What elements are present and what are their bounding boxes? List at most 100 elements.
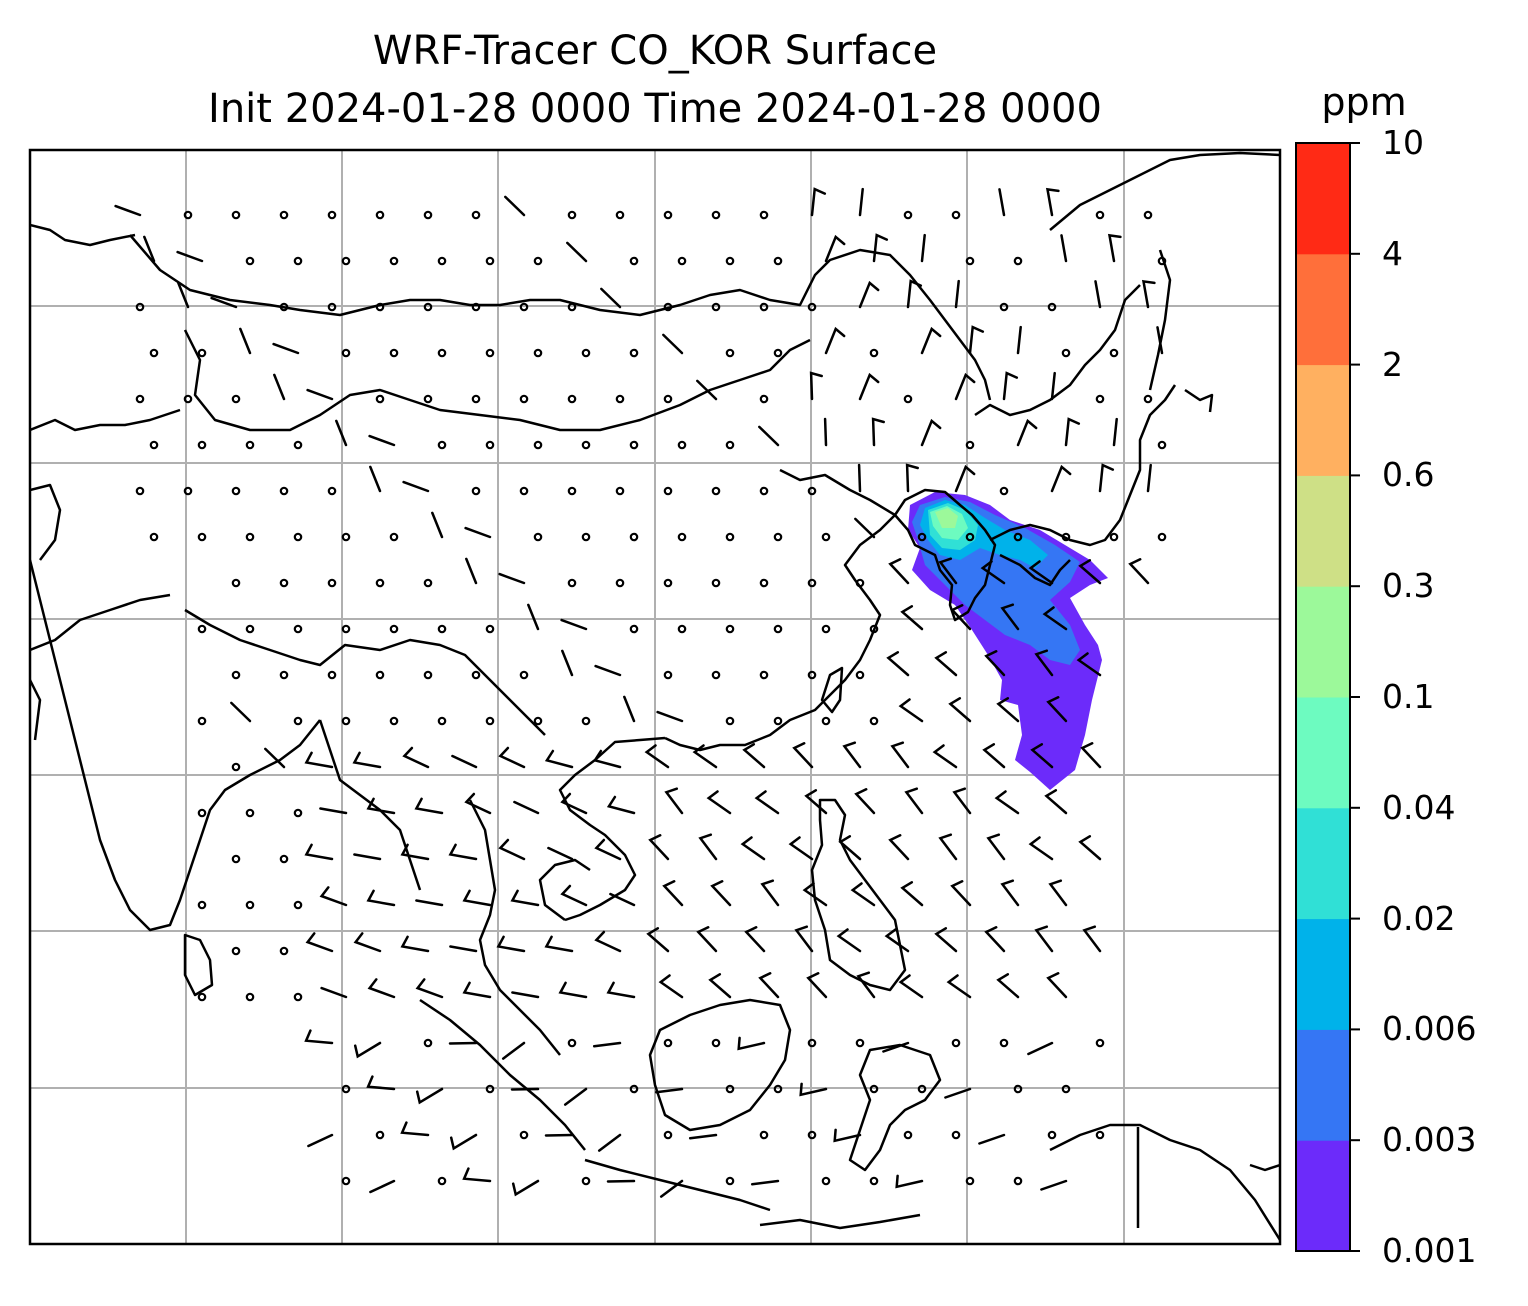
wind-barb [664, 787, 684, 815]
calm-wind-marker [615, 486, 625, 496]
wind-barb [857, 463, 862, 493]
wind-barb [895, 1174, 924, 1189]
wind-barb [366, 1075, 396, 1091]
wind-barb [758, 425, 780, 447]
wind-barb [449, 1133, 478, 1151]
calm-wind-marker [711, 302, 721, 312]
wind-barb [1048, 879, 1068, 907]
calm-wind-marker [711, 210, 721, 220]
wind-barb [273, 373, 286, 401]
wind-barb [367, 978, 396, 999]
wind-barb [888, 558, 910, 585]
map-panel [30, 150, 1280, 1244]
calm-wind-marker [485, 1084, 495, 1094]
wind-barb [305, 932, 334, 953]
colorbar-segment [1296, 364, 1350, 476]
calm-wind-marker [279, 302, 289, 312]
wind-barb [938, 557, 958, 585]
calm-wind-marker [1061, 1084, 1071, 1094]
colorbar-tick-label: 0.001 [1382, 1231, 1477, 1270]
wind-barb [968, 325, 985, 355]
calm-wind-marker [1157, 440, 1167, 450]
wind-barb [920, 233, 926, 263]
wind-barb [414, 797, 444, 815]
calm-wind-marker [773, 716, 783, 726]
wind-barb [597, 1133, 622, 1152]
calm-wind-marker [869, 1176, 879, 1186]
calm-wind-marker [149, 348, 159, 358]
wind-barb [563, 1087, 588, 1106]
calm-wind-marker [231, 394, 241, 404]
wind-barb [462, 889, 492, 907]
wind-barb [352, 751, 382, 769]
wind-barb [954, 279, 960, 309]
calm-wind-marker [231, 486, 241, 496]
wind-barb [230, 701, 252, 723]
calm-wind-marker [1095, 210, 1105, 220]
wind-barb [802, 882, 828, 907]
wind-barb [692, 744, 718, 769]
wind-barb [996, 973, 1020, 999]
calm-wind-marker [231, 578, 241, 588]
calm-wind-marker [629, 256, 639, 266]
colorbar-tick-label: 10 [1382, 123, 1424, 162]
calm-wind-marker [1095, 1038, 1105, 1048]
wind-barb [606, 981, 636, 999]
wind-barb [448, 843, 478, 861]
wind-barb [794, 925, 814, 953]
wind-barb [210, 296, 238, 309]
wind-barb [792, 742, 814, 769]
wind-barb [810, 187, 827, 217]
wind-barb [980, 560, 1006, 585]
calm-wind-marker [533, 256, 543, 266]
calm-wind-marker [197, 716, 207, 726]
wind-barb [1027, 1041, 1054, 1056]
calm-wind-marker [711, 1038, 721, 1048]
calm-wind-marker [389, 624, 399, 634]
calm-wind-marker [341, 1176, 351, 1186]
colorbar-segment [1296, 143, 1350, 255]
wind-barb [833, 1128, 862, 1143]
wind-barb [304, 751, 334, 769]
calm-wind-marker [519, 394, 529, 404]
wind-barb [984, 926, 1006, 953]
calm-wind-marker [903, 1130, 913, 1140]
wind-barb [648, 834, 670, 861]
wind-barb [696, 379, 718, 401]
wind-barb [884, 928, 910, 953]
calm-wind-marker [245, 808, 255, 818]
wind-barb [1016, 325, 1022, 355]
calm-wind-marker [389, 348, 399, 358]
wind-barb [905, 463, 919, 493]
wind-barb [754, 790, 780, 815]
colorbar-segment [1296, 918, 1350, 1030]
calm-wind-marker [999, 486, 1009, 496]
calm-wind-marker [423, 210, 433, 220]
calm-wind-marker [533, 532, 543, 542]
wind-barb [809, 371, 823, 401]
calm-wind-marker [279, 946, 289, 956]
colorbar-segment [1296, 586, 1350, 698]
wind-barb [950, 880, 972, 907]
wind-barb [594, 664, 622, 677]
wind-barb [547, 846, 574, 861]
calm-wind-marker [135, 394, 145, 404]
calm-wind-marker [1143, 210, 1153, 220]
calm-wind-marker [773, 1084, 783, 1094]
calm-wind-marker [293, 808, 303, 818]
calm-wind-marker [965, 440, 975, 450]
calm-wind-marker [1095, 394, 1105, 404]
calm-wind-marker [375, 1130, 385, 1140]
wind-barb [306, 388, 334, 401]
calm-wind-marker [1047, 302, 1057, 312]
wind-barb [1080, 742, 1102, 769]
calm-wind-marker [903, 394, 913, 404]
calm-wind-marker [725, 348, 735, 358]
wind-barb [952, 787, 972, 815]
wind-barb [496, 935, 526, 953]
calm-wind-marker [279, 578, 289, 588]
calm-wind-marker [471, 486, 481, 496]
wind-barb [544, 935, 574, 953]
colorbar-segment [1296, 253, 1350, 366]
calm-wind-marker [341, 532, 351, 542]
